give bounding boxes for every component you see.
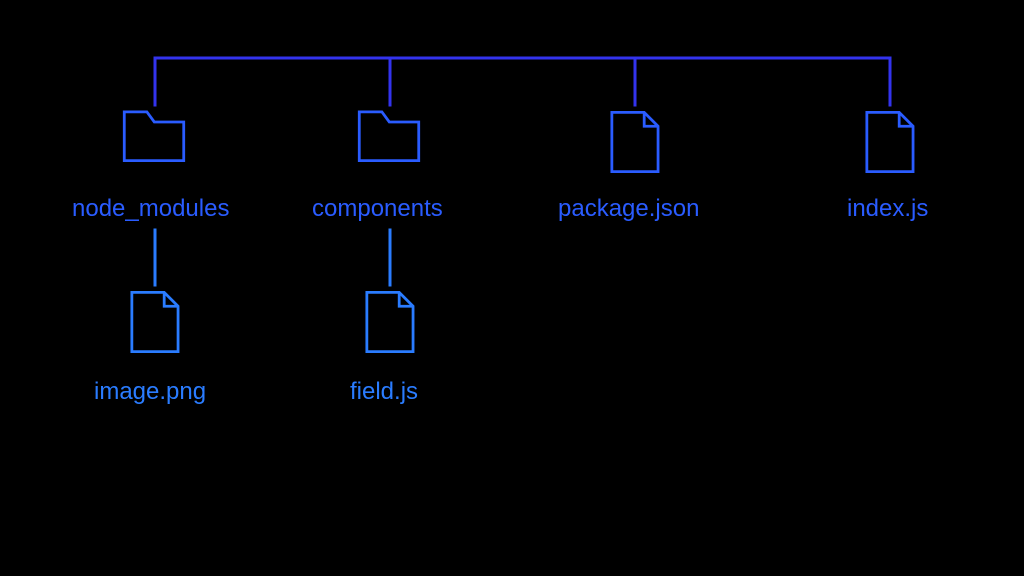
node-label-package_json: package.json: [558, 195, 699, 223]
folder-icon: [357, 110, 421, 167]
file-tree-diagram: node_modules components package.json index.…: [0, 0, 1024, 576]
node-label-field_js: field.js: [350, 378, 418, 406]
file-icon: [865, 110, 915, 179]
file-icon: [130, 290, 180, 359]
tree-connectors: [0, 0, 1024, 576]
folder-icon: [122, 110, 186, 167]
file-icon: [365, 290, 415, 359]
file-icon: [610, 110, 660, 179]
node-label-node_modules: node_modules: [72, 195, 229, 223]
node-label-image_png: image.png: [94, 378, 206, 406]
node-label-index_js: index.js: [847, 195, 928, 223]
node-label-components: components: [312, 195, 443, 223]
